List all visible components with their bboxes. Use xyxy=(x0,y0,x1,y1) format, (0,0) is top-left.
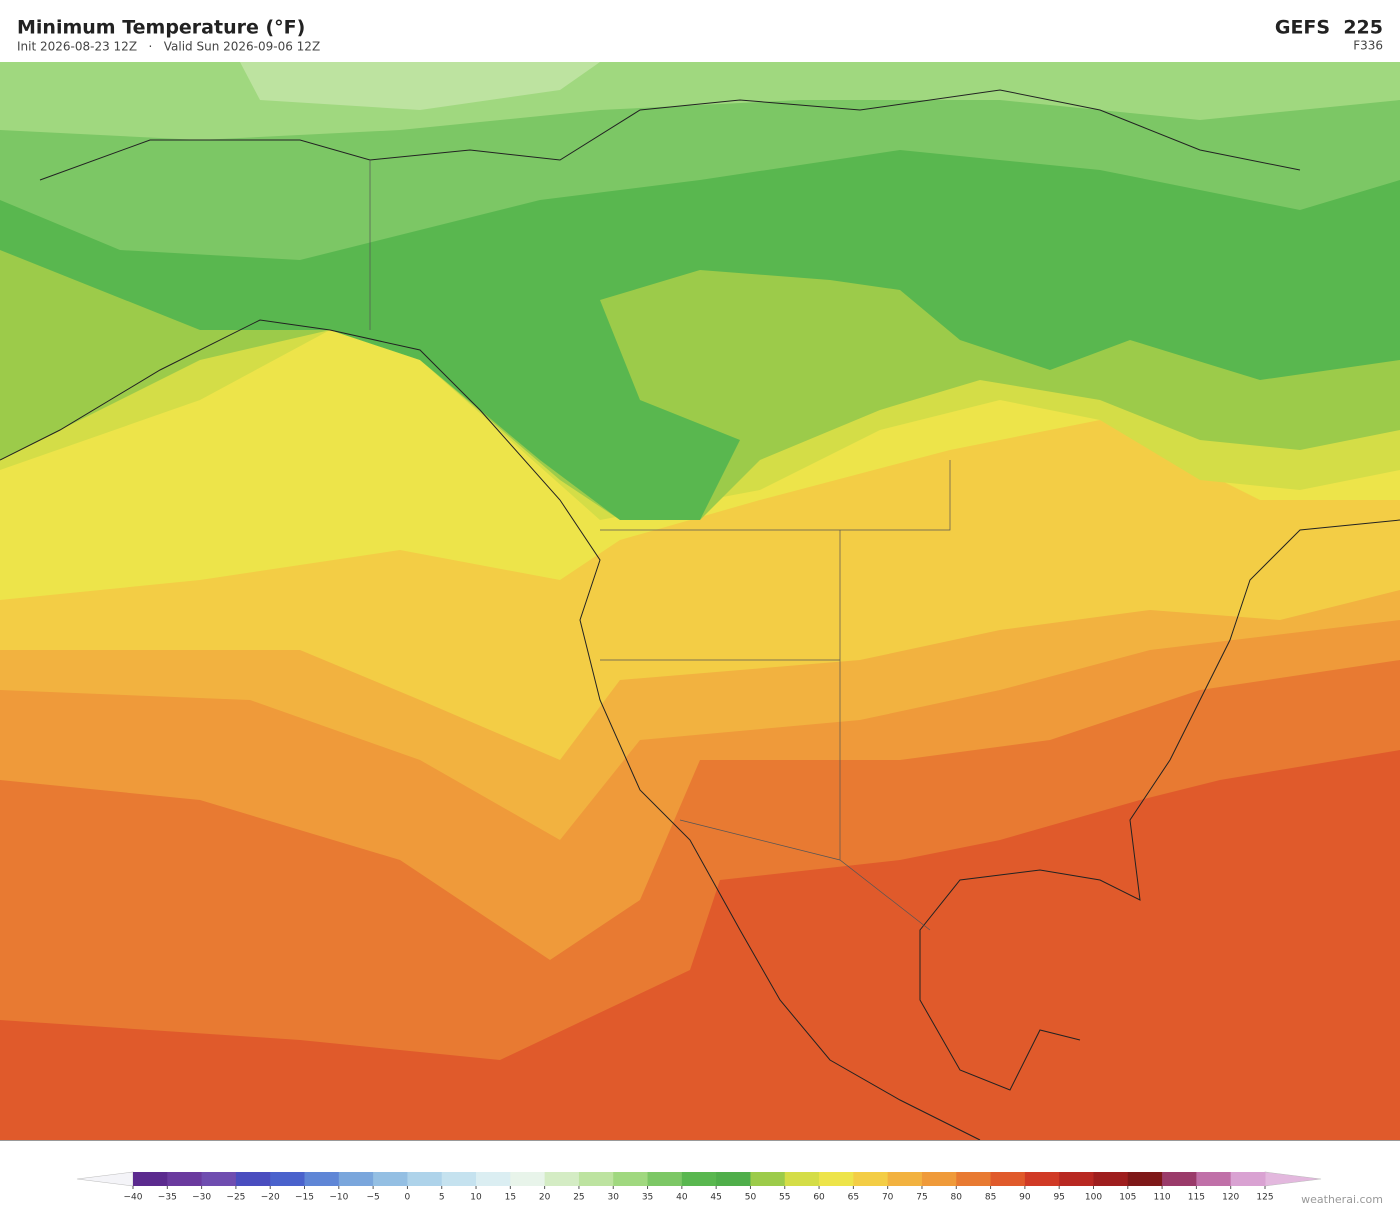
colorbar-cell xyxy=(956,1172,992,1186)
colorbar-tick-label: 45 xyxy=(710,1193,721,1203)
colorbar-cell xyxy=(304,1172,340,1186)
colorbar: −40 −35 −30 −25 −20 −15 −10 −5 0 5 10 15 20 25 30 35 40 4… xyxy=(76,1171,1322,1203)
colorbar-tick-label: 55 xyxy=(779,1193,790,1203)
colorbar-tick-label: 70 xyxy=(882,1193,894,1203)
colorbar-tick-label: 90 xyxy=(1019,1193,1031,1203)
colorbar-extend-low xyxy=(76,1171,134,1187)
colorbar-tick-label: −15 xyxy=(295,1193,314,1203)
credit: weatherai.com xyxy=(1301,1193,1383,1206)
title: Minimum Temperature (°F) xyxy=(17,17,305,39)
colorbar-tick-label: 30 xyxy=(608,1193,620,1203)
colorbar-tick-label: −35 xyxy=(158,1193,177,1203)
colorbar-cell xyxy=(784,1172,820,1186)
colorbar-tick-label: 65 xyxy=(848,1193,859,1203)
colorbar-tick-label: 60 xyxy=(813,1193,825,1203)
colorbar-tick-label: 25 xyxy=(573,1193,584,1203)
colorbar-cell xyxy=(1059,1172,1094,1186)
colorbar-tick-label: 5 xyxy=(439,1193,445,1203)
colorbar-tick-label: 120 xyxy=(1222,1193,1239,1203)
colorbar-cell xyxy=(338,1172,374,1186)
colorbar-cell xyxy=(1230,1172,1266,1186)
colorbar-tick-label: 10 xyxy=(470,1193,482,1203)
colorbar-tick-label: 50 xyxy=(745,1193,757,1203)
colorbar-cell xyxy=(441,1172,477,1186)
colorbar-tick-label: 0 xyxy=(405,1193,411,1203)
colorbar-cell xyxy=(1093,1172,1129,1186)
colorbar-cell xyxy=(1127,1172,1163,1186)
colorbar-tick-label: −20 xyxy=(261,1193,280,1203)
colorbar-cell xyxy=(990,1172,1026,1186)
colorbar-cell xyxy=(681,1172,717,1186)
colorbar-tick-label: 80 xyxy=(951,1193,963,1203)
map xyxy=(0,62,1400,1141)
model-label: GEFS 225 xyxy=(1275,17,1383,39)
colorbar-cell xyxy=(613,1172,649,1186)
colorbar-tick-label: −25 xyxy=(226,1193,245,1203)
colorbar-cell xyxy=(167,1172,203,1186)
colorbar-cell xyxy=(133,1172,168,1186)
colorbar-tick-label: 110 xyxy=(1153,1193,1170,1203)
colorbar-tick-label: 15 xyxy=(505,1193,516,1203)
colorbar-tick-label: −5 xyxy=(366,1193,379,1203)
colorbar-cell xyxy=(407,1172,443,1186)
colorbar-cell xyxy=(1196,1172,1232,1186)
colorbar-cell xyxy=(853,1172,889,1186)
colorbar-tick-label: 75 xyxy=(916,1193,927,1203)
colorbar-cell xyxy=(578,1172,614,1186)
colorbar-cell xyxy=(1024,1172,1060,1186)
colorbar-cell xyxy=(750,1172,786,1186)
colorbar-cell xyxy=(887,1172,923,1186)
colorbar-tick-label: 35 xyxy=(642,1193,653,1203)
colorbar-cell xyxy=(235,1172,271,1186)
colorbar-cell xyxy=(270,1172,306,1186)
forecast-hour: F336 xyxy=(1353,39,1383,53)
colorbar-tick-label: 40 xyxy=(676,1193,688,1203)
colorbar-cell xyxy=(819,1172,854,1186)
coastline xyxy=(0,89,1400,1141)
borders xyxy=(369,160,951,931)
colorbar-tick-label: −40 xyxy=(124,1193,143,1203)
colorbar-tick-label: 105 xyxy=(1119,1193,1136,1203)
colorbar-tick-label: 100 xyxy=(1085,1193,1102,1203)
colorbar-tick-label: −10 xyxy=(329,1193,348,1203)
colorbar-cell xyxy=(544,1172,580,1186)
colorbar-cell xyxy=(647,1172,683,1186)
colorbar-cell xyxy=(373,1172,408,1186)
colorbar-cell xyxy=(716,1172,751,1186)
subtitle: Init 2026-08-23 12Z · Valid Sun 2026-09-… xyxy=(17,40,320,54)
colorbar-cell xyxy=(1162,1172,1197,1186)
colorbar-extend-high xyxy=(1264,1171,1322,1187)
colorbar-tick-label: 115 xyxy=(1188,1193,1205,1203)
colorbar-tick-label: −30 xyxy=(192,1193,211,1203)
temp-zone xyxy=(240,62,600,110)
colorbar-tick-label: 85 xyxy=(985,1193,996,1203)
colorbar-cell xyxy=(476,1172,511,1186)
colorbar-cell xyxy=(510,1172,546,1186)
colorbar-tick-label: 125 xyxy=(1256,1193,1273,1203)
colorbar-tick-label: 95 xyxy=(1053,1193,1064,1203)
colorbar-cell xyxy=(921,1172,957,1186)
colorbar-tick-label: 20 xyxy=(539,1193,551,1203)
colorbar-cell xyxy=(201,1172,237,1186)
